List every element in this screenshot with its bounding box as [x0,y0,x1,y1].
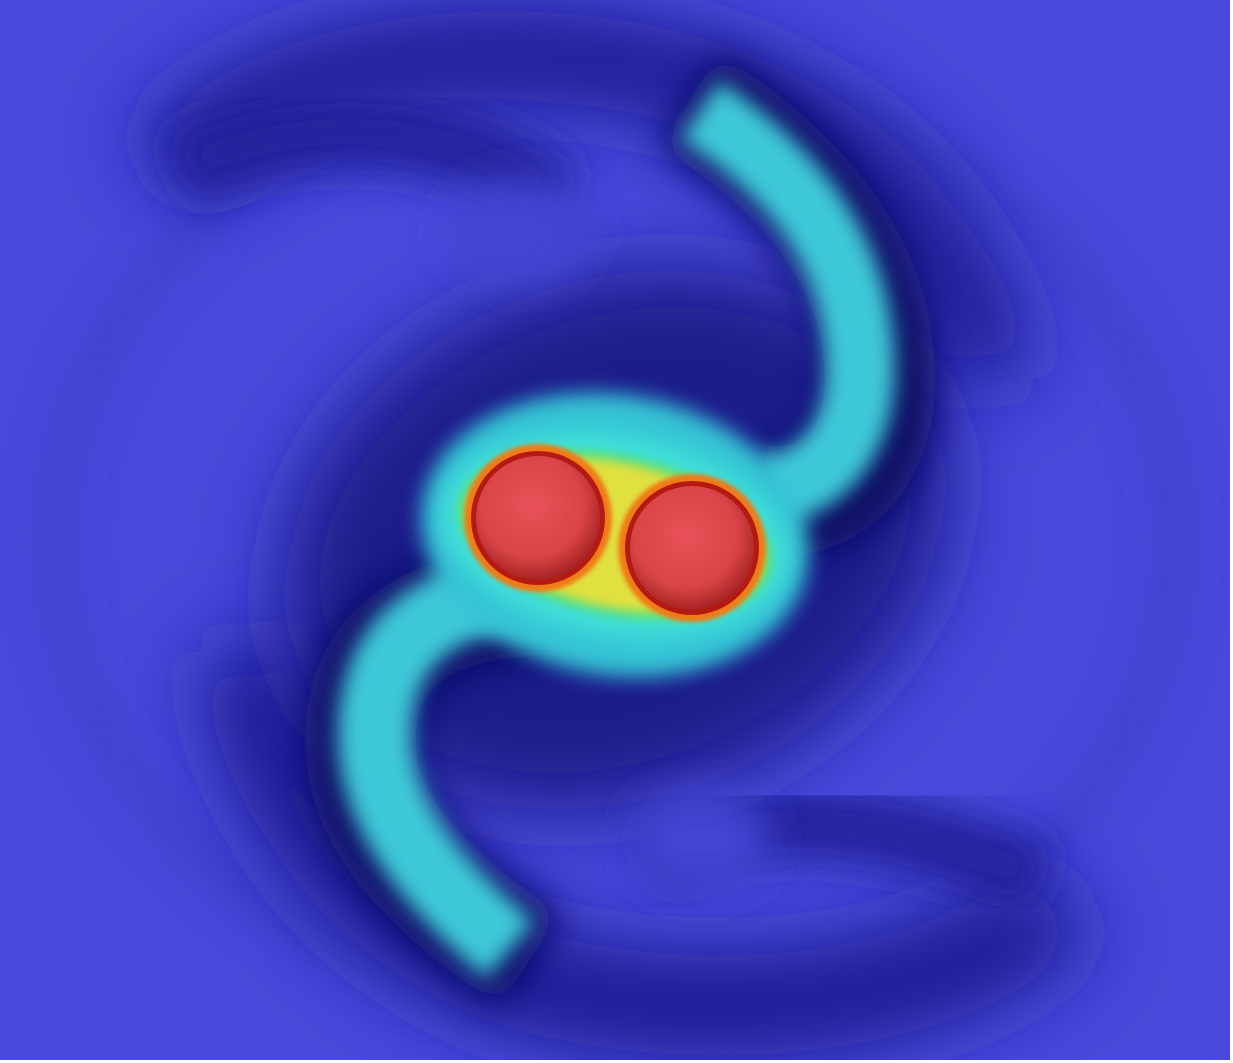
star-right [630,486,754,610]
upper-void [450,180,590,280]
simulation-image [0,0,1233,1063]
page [0,0,1233,1063]
lower-void [630,790,770,890]
star-left [476,456,600,580]
